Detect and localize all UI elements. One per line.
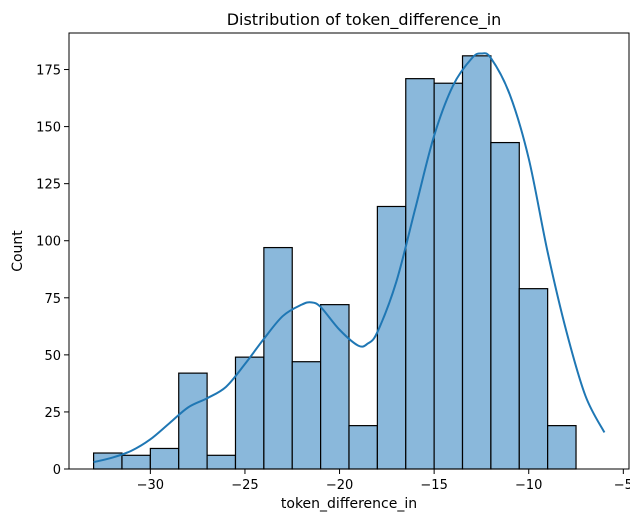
y-tick-label: 50 <box>44 349 61 364</box>
histogram-bar <box>206 454 237 470</box>
y-axis-ticks: 0 25 50 75 100 125 150 175 <box>36 64 69 478</box>
histogram-bar <box>376 205 407 470</box>
plot-frame <box>68 32 630 470</box>
histogram-bar <box>263 246 293 470</box>
chart-title: Distribution of token_difference_in <box>227 10 502 30</box>
histogram-bar <box>490 141 520 470</box>
y-tick-label: 125 <box>36 178 61 193</box>
histogram-bar <box>178 372 208 470</box>
x-tick-label: −20 <box>326 478 353 493</box>
histogram-bar <box>461 55 492 470</box>
x-axis-ticks: −30 −25 −20 −15 −10 −5 <box>137 469 630 493</box>
histogram-bar <box>320 304 350 470</box>
x-tick-label: −5 <box>614 478 630 493</box>
histogram-bar <box>121 454 151 470</box>
histogram-bar <box>348 425 378 470</box>
x-tick-label: −25 <box>231 478 258 493</box>
x-tick-label: −15 <box>420 478 447 493</box>
histogram-bar <box>405 78 435 470</box>
histogram-bar <box>547 425 577 470</box>
x-tick-label: −10 <box>515 478 542 493</box>
y-tick-label: 150 <box>36 121 61 136</box>
y-tick-label: 175 <box>36 64 61 79</box>
histogram-bar <box>149 447 180 470</box>
bars <box>92 55 577 470</box>
y-tick-label: 0 <box>53 463 61 478</box>
y-tick-label: 75 <box>44 292 61 307</box>
histogram-bar <box>518 288 549 470</box>
y-axis-label: Count <box>10 230 26 272</box>
histogram-bar <box>234 356 265 470</box>
x-tick-label: −30 <box>137 478 164 493</box>
x-axis-label: token_difference_in <box>281 496 417 512</box>
histogram-bar <box>433 82 464 470</box>
histogram-bar <box>291 361 322 470</box>
y-tick-label: 25 <box>44 406 61 421</box>
kde-curve <box>93 52 606 464</box>
y-tick-label: 100 <box>36 235 61 250</box>
